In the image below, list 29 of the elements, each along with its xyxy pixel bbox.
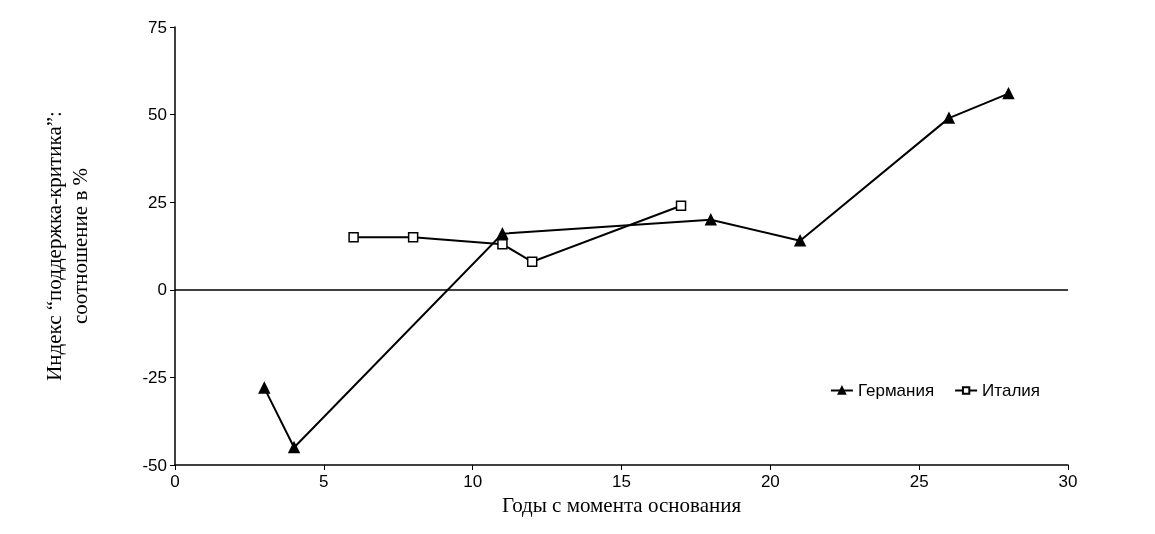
y-axis-title: Индекс “поддержка-критика”: соотношение в %: [42, 111, 92, 381]
point: [407, 231, 419, 243]
x-tick-label: 15: [612, 472, 631, 491]
point: [1002, 87, 1015, 100]
x-axis-title: Годы с момента основания: [501, 493, 742, 518]
y-tick-label: -25: [142, 367, 167, 387]
x-tick-label: 20: [760, 472, 780, 491]
x-tick-label: 0: [170, 472, 180, 491]
point: [675, 200, 687, 211]
point: [496, 227, 509, 240]
y-tick-label: 50: [148, 105, 167, 125]
point: [497, 239, 508, 250]
x-tick-label: 10: [463, 472, 483, 491]
point: [943, 112, 955, 124]
y-tick-label: 25: [148, 192, 167, 212]
x-tick-label: 25: [909, 472, 929, 491]
legend-label: Италия: [982, 381, 1040, 400]
x-tick-label: 5: [319, 472, 329, 491]
point: [288, 441, 300, 454]
point: [794, 234, 806, 247]
y-tick-label: -50: [142, 455, 167, 475]
legend-label: Германия: [857, 381, 935, 400]
point: [348, 231, 359, 243]
point: [258, 382, 271, 394]
x-tick-label: 30: [1058, 472, 1078, 491]
y-tick-label: 75: [148, 17, 167, 37]
point: [705, 213, 717, 226]
point: [526, 256, 538, 268]
y-tick-label: 0: [157, 280, 167, 300]
